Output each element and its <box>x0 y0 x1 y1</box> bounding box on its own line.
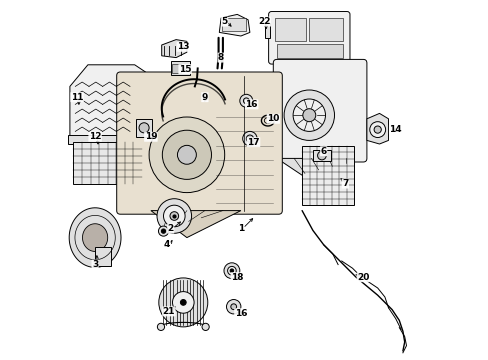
Text: 5: 5 <box>221 17 227 26</box>
Circle shape <box>246 135 253 142</box>
Text: 6: 6 <box>320 147 326 156</box>
Text: 20: 20 <box>356 273 369 282</box>
Circle shape <box>202 323 209 330</box>
Circle shape <box>226 300 241 314</box>
Circle shape <box>239 94 252 107</box>
Text: 21: 21 <box>163 307 175 316</box>
Circle shape <box>243 98 249 104</box>
Text: 9: 9 <box>201 93 208 102</box>
Text: 3: 3 <box>92 260 98 269</box>
Circle shape <box>180 300 186 305</box>
Bar <box>136 119 151 137</box>
Circle shape <box>369 122 385 138</box>
Text: 13: 13 <box>177 42 189 51</box>
Text: 16: 16 <box>245 100 258 109</box>
Bar <box>302 146 354 205</box>
Circle shape <box>317 151 325 160</box>
Circle shape <box>162 130 211 179</box>
Circle shape <box>149 117 224 193</box>
Circle shape <box>292 99 325 131</box>
Polygon shape <box>162 40 186 58</box>
Circle shape <box>302 109 315 122</box>
Text: 2: 2 <box>167 224 173 233</box>
Circle shape <box>158 226 168 236</box>
Text: 18: 18 <box>230 273 243 282</box>
Polygon shape <box>82 224 107 251</box>
Circle shape <box>157 199 191 233</box>
Circle shape <box>373 126 381 133</box>
Bar <box>309 18 343 41</box>
Circle shape <box>139 123 149 133</box>
Polygon shape <box>276 158 345 180</box>
Bar <box>275 18 305 41</box>
Text: 16: 16 <box>234 309 246 318</box>
Text: 19: 19 <box>144 132 157 141</box>
Bar <box>276 44 343 58</box>
Text: 22: 22 <box>258 17 270 26</box>
Text: 8: 8 <box>218 53 224 62</box>
Bar <box>312 150 330 161</box>
Bar <box>172 64 181 73</box>
Circle shape <box>157 323 164 330</box>
Polygon shape <box>69 208 121 267</box>
FancyBboxPatch shape <box>273 59 366 162</box>
Polygon shape <box>70 65 145 137</box>
Polygon shape <box>151 211 241 238</box>
Text: 14: 14 <box>388 125 401 134</box>
Circle shape <box>227 266 236 275</box>
Text: 11: 11 <box>71 93 83 102</box>
Circle shape <box>163 205 185 227</box>
Circle shape <box>170 212 178 220</box>
Bar <box>68 135 147 144</box>
FancyBboxPatch shape <box>117 72 282 214</box>
Text: 15: 15 <box>179 65 191 74</box>
Circle shape <box>172 292 194 313</box>
Bar <box>73 142 142 184</box>
Bar <box>170 61 190 75</box>
Polygon shape <box>366 113 387 144</box>
Bar <box>222 18 245 31</box>
Circle shape <box>284 90 334 140</box>
Circle shape <box>230 304 236 310</box>
Circle shape <box>177 145 196 164</box>
Circle shape <box>161 229 165 233</box>
Text: 4: 4 <box>163 240 170 249</box>
Bar <box>95 247 111 266</box>
Circle shape <box>159 278 207 327</box>
Text: 10: 10 <box>266 114 279 123</box>
FancyBboxPatch shape <box>268 12 349 64</box>
Circle shape <box>230 269 233 273</box>
Bar <box>264 23 269 38</box>
Polygon shape <box>219 14 249 36</box>
Circle shape <box>224 263 239 279</box>
Text: 12: 12 <box>89 132 101 141</box>
Text: 1: 1 <box>237 224 244 233</box>
Circle shape <box>242 131 257 146</box>
Text: 17: 17 <box>246 138 259 147</box>
Text: 7: 7 <box>342 179 348 188</box>
